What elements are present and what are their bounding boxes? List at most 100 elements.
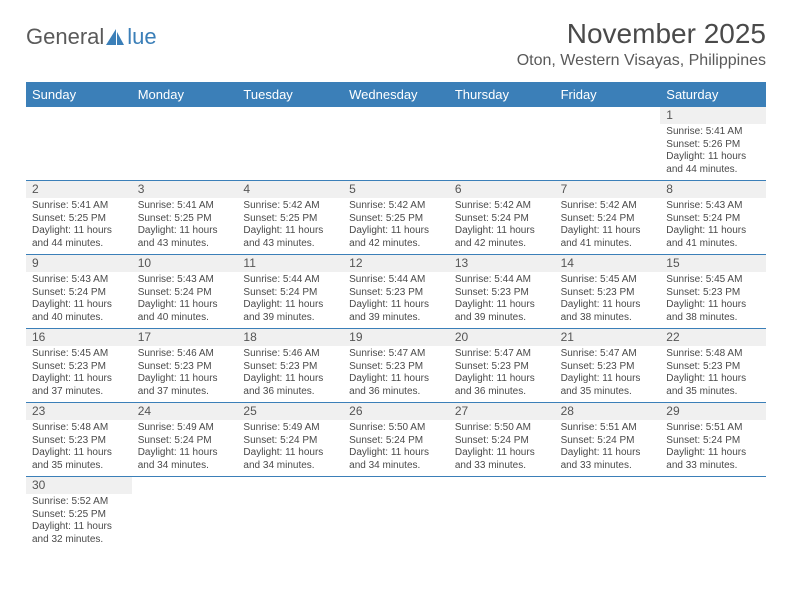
daylight-text: Daylight: 11 hours and 33 minutes. xyxy=(666,447,760,472)
daylight-text: Daylight: 11 hours and 43 minutes. xyxy=(138,225,232,250)
week-row: 2Sunrise: 5:41 AMSunset: 5:25 PMDaylight… xyxy=(26,181,766,255)
sunrise-text: Sunrise: 5:48 AM xyxy=(32,422,126,435)
sunrise-text: Sunrise: 5:42 AM xyxy=(243,200,337,213)
sunset-text: Sunset: 5:24 PM xyxy=(243,287,337,300)
daylight-text: Daylight: 11 hours and 43 minutes. xyxy=(243,225,337,250)
sunset-text: Sunset: 5:25 PM xyxy=(32,509,126,522)
day-number: 24 xyxy=(132,403,238,420)
sail-icon xyxy=(105,28,125,46)
day-number: 20 xyxy=(449,329,555,346)
day-number: 6 xyxy=(449,181,555,198)
sunrise-text: Sunrise: 5:41 AM xyxy=(666,126,760,139)
day-number: 5 xyxy=(343,181,449,198)
daylight-text: Daylight: 11 hours and 44 minutes. xyxy=(32,225,126,250)
sunrise-text: Sunrise: 5:44 AM xyxy=(243,274,337,287)
sunrise-text: Sunrise: 5:46 AM xyxy=(138,348,232,361)
day-header-friday: Friday xyxy=(555,82,661,107)
calendar-cell: 25Sunrise: 5:49 AMSunset: 5:24 PMDayligh… xyxy=(237,403,343,476)
day-number: 10 xyxy=(132,255,238,272)
sunrise-text: Sunrise: 5:51 AM xyxy=(666,422,760,435)
sunset-text: Sunset: 5:23 PM xyxy=(349,361,443,374)
day-number: 23 xyxy=(26,403,132,420)
sunrise-text: Sunrise: 5:45 AM xyxy=(666,274,760,287)
day-number: 2 xyxy=(26,181,132,198)
sunrise-text: Sunrise: 5:50 AM xyxy=(455,422,549,435)
calendar-cell: 11 Sunrise: 5:44 AMSunset: 5:24 PMDayligh… xyxy=(237,255,343,328)
week-row: 1Sunrise: 5:41 AMSunset: 5:26 PMDaylight… xyxy=(26,107,766,181)
calendar-cell xyxy=(237,107,343,180)
sunrise-text: Sunrise: 5:45 AM xyxy=(32,348,126,361)
daylight-text: Daylight: 11 hours and 33 minutes. xyxy=(455,447,549,472)
logo-text-right: lue xyxy=(127,24,156,50)
sunset-text: Sunset: 5:24 PM xyxy=(349,435,443,448)
daylight-text: Daylight: 11 hours and 37 minutes. xyxy=(138,373,232,398)
day-header-tuesday: Tuesday xyxy=(237,82,343,107)
day-number: 11 xyxy=(237,255,343,272)
daylight-text: Daylight: 11 hours and 35 minutes. xyxy=(32,447,126,472)
week-row: 30Sunrise: 5:52 AMSunset: 5:25 PMDayligh… xyxy=(26,477,766,550)
daylight-text: Daylight: 11 hours and 35 minutes. xyxy=(666,373,760,398)
daylight-text: Daylight: 11 hours and 40 minutes. xyxy=(32,299,126,324)
day-number: 27 xyxy=(449,403,555,420)
sunset-text: Sunset: 5:24 PM xyxy=(561,435,655,448)
calendar-cell: 4Sunrise: 5:42 AMSunset: 5:25 PMDaylight… xyxy=(237,181,343,254)
calendar-cell xyxy=(237,477,343,550)
calendar-cell: 8Sunrise: 5:43 AMSunset: 5:24 PMDaylight… xyxy=(660,181,766,254)
day-number: 16 xyxy=(26,329,132,346)
daylight-text: Daylight: 11 hours and 42 minutes. xyxy=(455,225,549,250)
calendar-cell xyxy=(555,107,661,180)
calendar-cell xyxy=(343,107,449,180)
calendar-cell: 18Sunrise: 5:46 AMSunset: 5:23 PMDayligh… xyxy=(237,329,343,402)
calendar-cell: 22Sunrise: 5:48 AMSunset: 5:23 PMDayligh… xyxy=(660,329,766,402)
sunset-text: Sunset: 5:24 PM xyxy=(455,213,549,226)
calendar-cell: 6Sunrise: 5:42 AMSunset: 5:24 PMDaylight… xyxy=(449,181,555,254)
title-block: November 2025 Oton, Western Visayas, Phi… xyxy=(517,18,766,70)
sunset-text: Sunset: 5:25 PM xyxy=(138,213,232,226)
sunrise-text: Sunrise: 5:46 AM xyxy=(243,348,337,361)
calendar-cell: 12Sunrise: 5:44 AMSunset: 5:23 PMDayligh… xyxy=(343,255,449,328)
day-number: 21 xyxy=(555,329,661,346)
sunrise-text: Sunrise: 5:43 AM xyxy=(666,200,760,213)
day-number: 28 xyxy=(555,403,661,420)
location: Oton, Western Visayas, Philippines xyxy=(517,52,766,70)
calendar-cell: 13Sunrise: 5:44 AMSunset: 5:23 PMDayligh… xyxy=(449,255,555,328)
sunset-text: Sunset: 5:23 PM xyxy=(349,287,443,300)
sunrise-text: Sunrise: 5:43 AM xyxy=(138,274,232,287)
calendar-cell: 28Sunrise: 5:51 AMSunset: 5:24 PMDayligh… xyxy=(555,403,661,476)
calendar-cell: 5Sunrise: 5:42 AMSunset: 5:25 PMDaylight… xyxy=(343,181,449,254)
day-number: 30 xyxy=(26,477,132,494)
sunset-text: Sunset: 5:24 PM xyxy=(455,435,549,448)
sunset-text: Sunset: 5:25 PM xyxy=(349,213,443,226)
month-title: November 2025 xyxy=(517,18,766,50)
calendar-cell: 30Sunrise: 5:52 AMSunset: 5:25 PMDayligh… xyxy=(26,477,132,550)
calendar-cell xyxy=(343,477,449,550)
day-number: 22 xyxy=(660,329,766,346)
sunset-text: Sunset: 5:24 PM xyxy=(666,435,760,448)
calendar-cell: 2Sunrise: 5:41 AMSunset: 5:25 PMDaylight… xyxy=(26,181,132,254)
daylight-text: Daylight: 11 hours and 39 minutes. xyxy=(243,299,337,324)
sunset-text: Sunset: 5:23 PM xyxy=(666,287,760,300)
calendar-cell xyxy=(26,107,132,180)
daylight-text: Daylight: 11 hours and 39 minutes. xyxy=(455,299,549,324)
day-number: 14 xyxy=(555,255,661,272)
daylight-text: Daylight: 11 hours and 36 minutes. xyxy=(455,373,549,398)
sunrise-text: Sunrise: 5:52 AM xyxy=(32,496,126,509)
daylight-text: Daylight: 11 hours and 44 minutes. xyxy=(666,151,760,176)
calendar-cell xyxy=(132,477,238,550)
sunset-text: Sunset: 5:23 PM xyxy=(243,361,337,374)
sunrise-text: Sunrise: 5:51 AM xyxy=(561,422,655,435)
day-header-thursday: Thursday xyxy=(449,82,555,107)
sunrise-text: Sunrise: 5:45 AM xyxy=(561,274,655,287)
sunrise-text: Sunrise: 5:47 AM xyxy=(349,348,443,361)
calendar-cell: 10Sunrise: 5:43 AMSunset: 5:24 PMDayligh… xyxy=(132,255,238,328)
calendar-cell: 16Sunrise: 5:45 AMSunset: 5:23 PMDayligh… xyxy=(26,329,132,402)
sunrise-text: Sunrise: 5:42 AM xyxy=(349,200,443,213)
calendar-cell xyxy=(555,477,661,550)
sunrise-text: Sunrise: 5:44 AM xyxy=(455,274,549,287)
week-row: 9Sunrise: 5:43 AMSunset: 5:24 PMDaylight… xyxy=(26,255,766,329)
calendar-cell: 7Sunrise: 5:42 AMSunset: 5:24 PMDaylight… xyxy=(555,181,661,254)
calendar-cell xyxy=(132,107,238,180)
sunset-text: Sunset: 5:23 PM xyxy=(561,287,655,300)
calendar-cell: 27 Sunrise: 5:50 AMSunset: 5:24 PMDayligh… xyxy=(449,403,555,476)
sunrise-text: Sunrise: 5:49 AM xyxy=(243,422,337,435)
